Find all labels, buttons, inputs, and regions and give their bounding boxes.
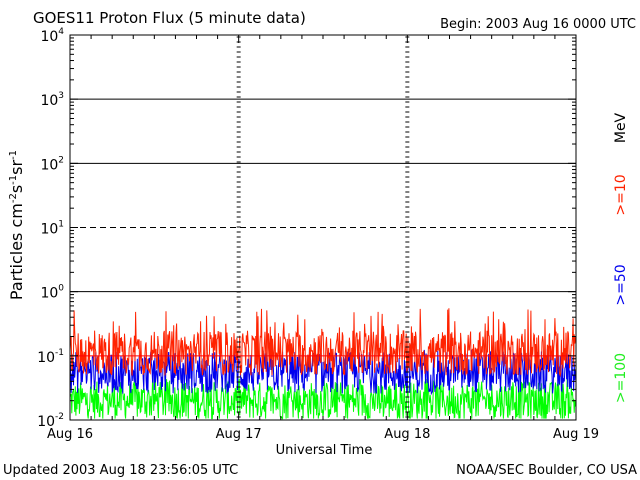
threshold-lines xyxy=(70,98,576,357)
chart-title: GOES11 Proton Flux (5 minute data) xyxy=(33,9,306,27)
x-tick-label: Aug 17 xyxy=(216,427,262,442)
legend-series-100: >=100 xyxy=(613,353,629,403)
series-trace-ge100 xyxy=(69,378,576,421)
y-axis: 10-2 10-1 100 101 102 103 104 xyxy=(37,27,576,430)
series-trace-ge50 xyxy=(69,348,576,396)
y-tick-label: 10-1 xyxy=(37,348,64,366)
source-label: NOAA/SEC Boulder, CO USA xyxy=(456,463,637,478)
y-tick-label: 102 xyxy=(40,155,64,173)
plot-area xyxy=(69,308,576,421)
series-trace-ge10 xyxy=(69,308,576,378)
x-axis: Aug 16 Aug 17 Aug 18 Aug 19 xyxy=(47,35,599,442)
x-tick-label: Aug 19 xyxy=(553,427,599,442)
day-markers xyxy=(236,36,410,418)
y-tick-label: 101 xyxy=(40,220,64,238)
legend-series-50: >=50 xyxy=(613,264,629,305)
updated-label: Updated 2003 Aug 18 23:56:05 UTC xyxy=(3,463,238,478)
y-tick-label: 100 xyxy=(40,284,64,302)
x-tick-label: Aug 16 xyxy=(47,427,93,442)
y-tick-label: 104 xyxy=(40,27,64,45)
x-axis-label: Universal Time xyxy=(276,443,373,458)
x-tick-label: Aug 18 xyxy=(384,427,430,442)
legend-series-10: >=10 xyxy=(613,174,629,215)
y-tick-label: 10-2 xyxy=(37,412,64,430)
begin-label: Begin: 2003 Aug 16 0000 UTC xyxy=(440,17,636,32)
y-axis-label: Particles cm-2s-1sr-1 xyxy=(7,150,26,300)
legend-unit: MeV xyxy=(613,112,629,143)
y-tick-label: 103 xyxy=(40,91,64,109)
